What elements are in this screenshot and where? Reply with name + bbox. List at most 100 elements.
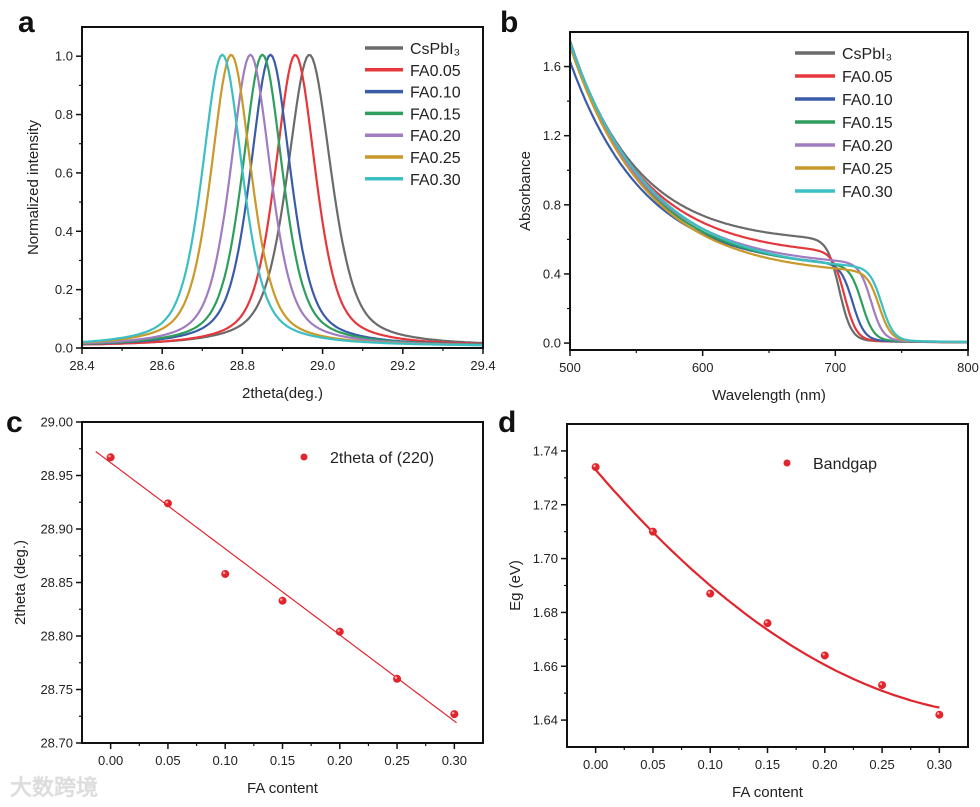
y-tick-label: 1.74 — [533, 443, 558, 458]
data-point-highlight — [337, 629, 340, 632]
data-point — [763, 619, 772, 628]
data-point — [278, 596, 287, 605]
plot-frame — [566, 423, 969, 748]
y-tick-label: 0.6 — [55, 165, 73, 180]
x-tick-label: 600 — [692, 360, 714, 375]
x-axis-title: FA content — [732, 784, 804, 801]
x-tick-label: 0.30 — [927, 757, 952, 772]
legend-label: 2theta of (220) — [330, 450, 434, 467]
series-line-FA0.10 — [570, 61, 968, 344]
series-line-FA0.25 — [570, 45, 968, 344]
data-point — [163, 499, 172, 508]
x-tick-label: 0.20 — [327, 753, 352, 768]
panel-d: 0.00 0.05 0.10 0.15 0.20 0.25 0.30 1.64 1.66 1.68… — [507, 423, 969, 801]
data-point-highlight — [650, 529, 654, 532]
y-tick-label: 0.2 — [55, 282, 73, 297]
data-point — [935, 710, 944, 719]
data-point-highlight — [108, 454, 111, 458]
x-tick-label: 0.20 — [812, 757, 837, 772]
fit-line — [95, 451, 457, 724]
data-point — [335, 627, 344, 636]
x-tick-label: 700 — [824, 360, 846, 375]
panel-label-b: b — [500, 6, 518, 39]
y-tick-label: 0.0 — [55, 341, 73, 356]
legend-label: FA0.05 — [410, 63, 461, 80]
legend-label: FA0.30 — [842, 184, 893, 201]
data-point — [820, 651, 829, 660]
legend-label: Bandgap — [813, 456, 877, 473]
legend-marker — [300, 453, 308, 461]
legend-label: FA0.05 — [842, 69, 893, 86]
x-tick-label: 28.4 — [69, 358, 94, 373]
legend-label: FA0.30 — [410, 172, 461, 189]
plot-frame — [81, 26, 484, 349]
y-axis-title: 2theta (deg.) — [12, 540, 29, 625]
y-tick-label: 1.70 — [533, 551, 558, 566]
legend-label: FA0.25 — [410, 150, 461, 167]
data-point-highlight — [394, 676, 398, 679]
data-point-highlight — [765, 620, 768, 624]
y-tick-label: 0.0 — [543, 336, 561, 351]
y-tick-label: 0.4 — [55, 224, 73, 239]
x-tick-label: 29.2 — [390, 358, 415, 373]
legend-label: CsPbI₃ — [410, 41, 460, 58]
panel-b: 500 600 700 800 0.0 0.4 0.8 1.2 1.6 Wavelength (n… — [517, 31, 979, 404]
data-point — [591, 463, 600, 472]
data-point-highlight — [707, 591, 711, 594]
data-point — [221, 569, 230, 578]
y-tick-label: 0.4 — [543, 266, 561, 281]
y-tick-label: 29.00 — [40, 415, 73, 430]
data-point-highlight — [280, 598, 283, 601]
x-tick-label: 29.4 — [470, 358, 495, 373]
panel-label-c: c — [6, 406, 23, 439]
x-tick-label: 0.25 — [869, 757, 894, 772]
y-tick-label: 1.68 — [533, 605, 558, 620]
series-line-CsPbI₃ — [570, 40, 968, 344]
x-tick-label: 28.8 — [230, 358, 255, 373]
series-line-FA0.30 — [570, 42, 968, 343]
y-tick-label: 28.90 — [40, 522, 73, 537]
legend-label: FA0.25 — [842, 161, 893, 178]
legend-label: FA0.20 — [410, 128, 461, 145]
x-tick-label: 0.10 — [698, 757, 723, 772]
x-tick-label: 0.25 — [384, 753, 409, 768]
x-tick-label: 0.05 — [155, 753, 180, 768]
y-tick-label: 1.2 — [543, 128, 561, 143]
legend-label: FA0.10 — [842, 92, 893, 109]
watermark: 大数跨境 — [10, 775, 98, 800]
data-point — [450, 710, 459, 719]
x-tick-label: 800 — [957, 360, 979, 375]
legend-label: FA0.10 — [410, 85, 461, 102]
x-tick-label: 0.05 — [640, 757, 665, 772]
data-point — [878, 681, 887, 690]
panel-c: 0.00 0.05 0.10 0.15 0.20 0.25 0.30 28.70 28.75 28… — [12, 415, 484, 797]
plot-area — [82, 53, 483, 347]
plot-area — [594, 469, 940, 709]
data-point-highlight — [822, 652, 825, 656]
data-point — [106, 453, 115, 462]
panel-a: 28.4 28.6 28.8 29.0 29.2 29.4 0.0 0.2 0.4 0.6 0.8 1… — [25, 26, 496, 402]
x-tick-label: 28.6 — [150, 358, 175, 373]
x-axis-title: FA content — [247, 780, 319, 797]
panel-label-a: a — [18, 6, 35, 39]
data-point — [706, 589, 715, 598]
y-axis-title: Absorbance — [517, 151, 534, 231]
legend-label: CsPbI₃ — [842, 46, 892, 63]
y-axis-title: Normalized intensity — [25, 119, 42, 255]
data-point-highlight — [936, 712, 940, 715]
plot-frame — [81, 421, 484, 744]
data-point — [648, 527, 657, 536]
data-point — [393, 674, 402, 683]
x-tick-label: 0.15 — [270, 753, 295, 768]
plot-frame — [569, 31, 969, 351]
plot-area — [95, 451, 457, 724]
y-tick-label: 0.8 — [55, 107, 73, 122]
y-tick-label: 1.0 — [55, 49, 73, 64]
x-tick-label: 0.15 — [755, 757, 780, 772]
data-point-highlight — [451, 711, 455, 715]
y-tick-label: 1.66 — [533, 659, 558, 674]
y-tick-label: 28.75 — [40, 682, 73, 697]
y-tick-label: 28.80 — [40, 629, 73, 644]
y-tick-label: 1.72 — [533, 497, 558, 512]
